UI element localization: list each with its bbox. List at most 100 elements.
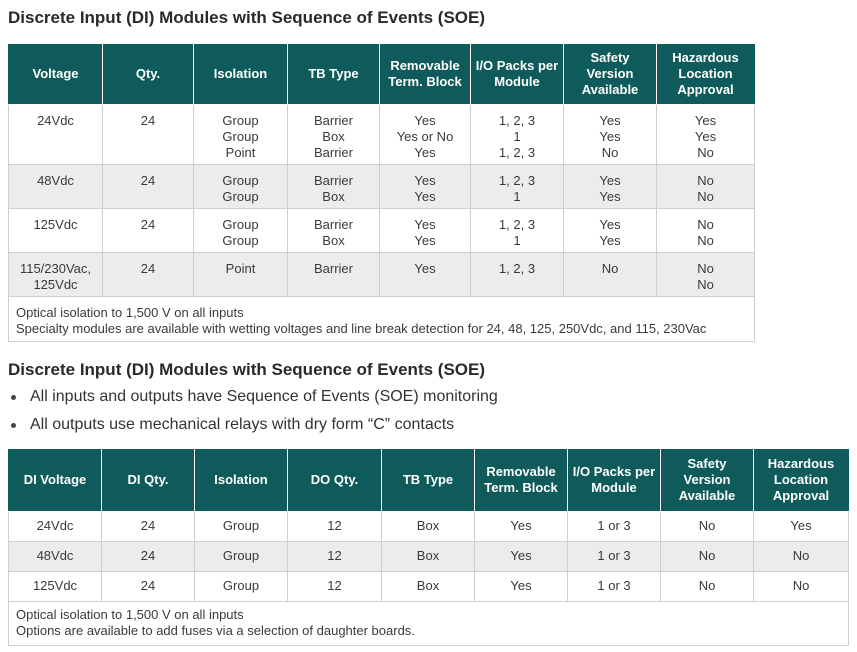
cell-removable-term-block: Yes xyxy=(474,570,568,602)
cell-di-qty: 24 xyxy=(101,540,195,572)
cell-hazardous-location-approval: No xyxy=(753,540,849,572)
note-line: Options are available to add fuses via a… xyxy=(16,623,415,638)
cell-isolation: Group xyxy=(194,570,288,602)
cell-safety-version-available: Yes Yes xyxy=(563,207,657,253)
cell-isolation: Group xyxy=(194,510,288,542)
col-header-di-voltage: DI Voltage xyxy=(8,449,102,512)
cell-hazardous-location-approval: Yes Yes No xyxy=(656,103,755,165)
table-notes: Optical isolation to 1,500 V on all inpu… xyxy=(8,295,755,342)
table1-title: Discrete Input (DI) Modules with Sequenc… xyxy=(8,8,486,27)
cell-voltage: 125Vdc xyxy=(8,207,103,253)
notes-row: Optical isolation to 1,500 V on all inpu… xyxy=(8,600,849,646)
table-row: 48Vdc 24 Group 12 Box Yes 1 or 3 No No xyxy=(8,540,849,572)
bullet-item: All outputs use mechanical relays with d… xyxy=(8,413,498,441)
table-row: 24Vdc 24 Group 12 Box Yes 1 or 3 No Yes xyxy=(8,510,849,542)
cell-tb-type: Barrier xyxy=(287,251,380,297)
di-soe-table-2: DI Voltage DI Qty. Isolation DO Qty. TB Type… xyxy=(8,449,849,646)
cell-voltage: 24Vdc xyxy=(8,103,103,165)
cell-di-qty: 24 xyxy=(101,570,195,602)
cell-hazardous-location-approval: No No xyxy=(656,251,755,297)
col-header-safety-version-available: Safety Version Available xyxy=(563,44,657,105)
col-header-safety-version-available: Safety Version Available xyxy=(660,449,754,512)
col-header-isolation: Isolation xyxy=(193,44,288,105)
cell-tb-type: Box xyxy=(381,540,475,572)
col-header-qty: Qty. xyxy=(102,44,194,105)
table-row: 125Vdc 24 Group Group Barrier Box Yes Yes 1, 2, … xyxy=(8,207,755,253)
cell-i-o-packs-per-module: 1 or 3 xyxy=(567,510,661,542)
cell-i-o-packs-per-module: 1 or 3 xyxy=(567,540,661,572)
table-notes: Optical isolation to 1,500 V on all inpu… xyxy=(8,600,849,646)
note-line: Specialty modules are available with wet… xyxy=(16,320,707,336)
cell-do-qty: 12 xyxy=(287,510,382,542)
cell-di-voltage: 24Vdc xyxy=(8,510,102,542)
cell-di-qty: 24 xyxy=(101,510,195,542)
cell-isolation: Group Group Point xyxy=(193,103,288,165)
cell-removable-term-block: Yes xyxy=(474,510,568,542)
note-line: Optical isolation to 1,500 V on all inpu… xyxy=(16,304,244,320)
cell-qty: 24 xyxy=(102,163,194,209)
bullet-item: All inputs and outputs have Sequence of … xyxy=(8,385,498,413)
feature-bullet-list: All inputs and outputs have Sequence of … xyxy=(8,385,498,441)
cell-safety-version-available: Yes Yes xyxy=(563,163,657,209)
cell-i-o-packs-per-module: 1, 2, 3 1 1, 2, 3 xyxy=(470,103,564,165)
table-row: 115/230Vac, 125Vdc 24 Point Barrier Yes 1, 2, … xyxy=(8,251,755,297)
cell-do-qty: 12 xyxy=(287,540,382,572)
col-header-hazardous-location-approval: Hazardous Location Approval xyxy=(656,44,755,105)
cell-di-voltage: 48Vdc xyxy=(8,540,102,572)
col-header-do-qty: DO Qty. xyxy=(287,449,382,512)
cell-safety-version-available: No xyxy=(660,540,754,572)
col-header-removable-term-block: Removable Term. Block xyxy=(474,449,568,512)
col-header-removable-term-block: Removable Term. Block xyxy=(379,44,471,105)
cell-qty: 24 xyxy=(102,251,194,297)
cell-isolation: Point xyxy=(193,251,288,297)
cell-tb-type: Box xyxy=(381,570,475,602)
col-header-voltage: Voltage xyxy=(8,44,103,105)
table-row: 48Vdc 24 Group Group Barrier Box Yes Yes 1, 2, 3… xyxy=(8,163,755,209)
notes-row: Optical isolation to 1,500 V on all inpu… xyxy=(8,295,755,342)
table1-header-row: Voltage Qty. Isolation TB Type Removable Ter… xyxy=(8,44,755,105)
cell-removable-term-block: Yes Yes or No Yes xyxy=(379,103,471,165)
note-line: Optical isolation to 1,500 V on all inpu… xyxy=(16,607,244,622)
cell-tb-type: Barrier Box xyxy=(287,163,380,209)
cell-i-o-packs-per-module: 1, 2, 3 xyxy=(470,251,564,297)
cell-isolation: Group xyxy=(194,540,288,572)
cell-safety-version-available: No xyxy=(563,251,657,297)
cell-safety-version-available: Yes Yes No xyxy=(563,103,657,165)
cell-safety-version-available: No xyxy=(660,510,754,542)
col-header-tb-type: TB Type xyxy=(381,449,475,512)
cell-isolation: Group Group xyxy=(193,163,288,209)
col-header-i-o-packs-per-module: I/O Packs per Module xyxy=(567,449,661,512)
cell-di-voltage: 125Vdc xyxy=(8,570,102,602)
col-header-tb-type: TB Type xyxy=(287,44,380,105)
cell-voltage: 115/230Vac, 125Vdc xyxy=(8,251,103,297)
cell-tb-type: Barrier Box Barrier xyxy=(287,103,380,165)
cell-removable-term-block: Yes xyxy=(379,251,471,297)
di-soe-table-1: Voltage Qty. Isolation TB Type Removable Ter… xyxy=(8,44,755,342)
cell-hazardous-location-approval: No xyxy=(753,570,849,602)
cell-hazardous-location-approval: No No xyxy=(656,207,755,253)
table2-header-row: DI Voltage DI Qty. Isolation DO Qty. TB Type… xyxy=(8,449,849,512)
table2-title: Discrete Input (DI) Modules with Sequenc… xyxy=(8,360,486,379)
cell-i-o-packs-per-module: 1 or 3 xyxy=(567,570,661,602)
cell-hazardous-location-approval: No No xyxy=(656,163,755,209)
cell-tb-type: Barrier Box xyxy=(287,207,380,253)
cell-safety-version-available: No xyxy=(660,570,754,602)
cell-hazardous-location-approval: Yes xyxy=(753,510,849,542)
cell-removable-term-block: Yes Yes xyxy=(379,163,471,209)
cell-removable-term-block: Yes xyxy=(474,540,568,572)
cell-removable-term-block: Yes Yes xyxy=(379,207,471,253)
col-header-i-o-packs-per-module: I/O Packs per Module xyxy=(470,44,564,105)
col-header-hazardous-location-approval: Hazardous Location Approval xyxy=(753,449,849,512)
cell-qty: 24 xyxy=(102,207,194,253)
col-header-di-qty: DI Qty. xyxy=(101,449,195,512)
cell-voltage: 48Vdc xyxy=(8,163,103,209)
cell-qty: 24 xyxy=(102,103,194,165)
table-row: 24Vdc 24 Group Group Point Barrier Box Barrier Y… xyxy=(8,103,755,165)
cell-tb-type: Box xyxy=(381,510,475,542)
cell-do-qty: 12 xyxy=(287,570,382,602)
cell-isolation: Group Group xyxy=(193,207,288,253)
col-header-isolation: Isolation xyxy=(194,449,288,512)
table-row: 125Vdc 24 Group 12 Box Yes 1 or 3 No No xyxy=(8,570,849,602)
